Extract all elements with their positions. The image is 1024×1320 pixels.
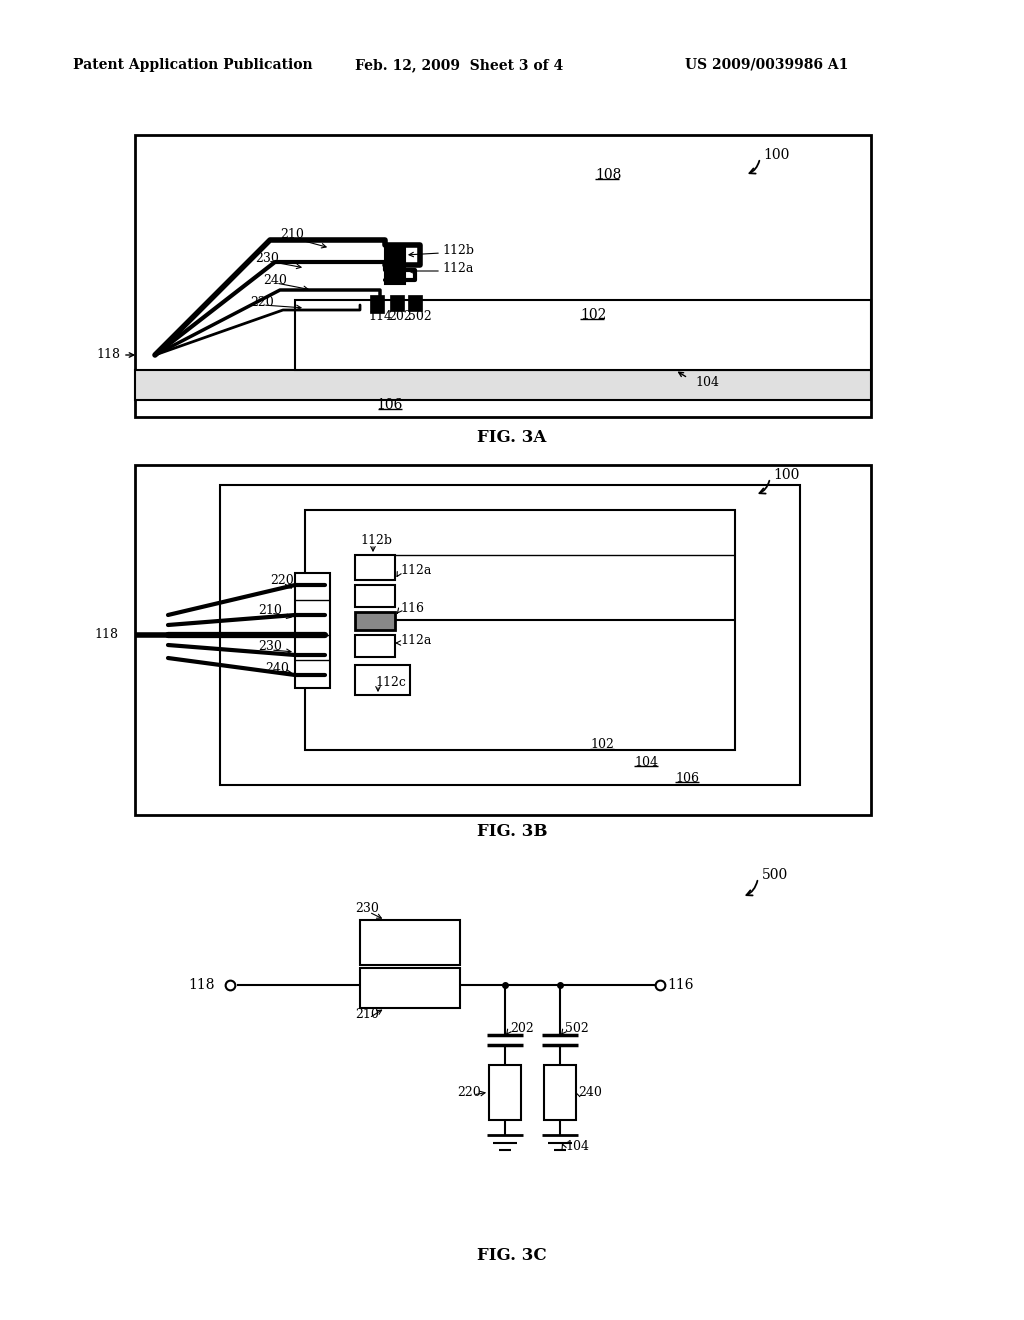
Text: 500: 500 [762, 869, 788, 882]
Bar [355, 665, 410, 696]
Bar [355, 635, 395, 657]
Bar [355, 612, 395, 630]
Bar [390, 294, 404, 312]
Text: 230: 230 [258, 640, 282, 653]
Text: FIG. 3A: FIG. 3A [477, 429, 547, 446]
Bar [408, 294, 422, 312]
Text: 220: 220 [250, 296, 273, 309]
Text: 108: 108 [595, 168, 622, 182]
Text: Patent Application Publication: Patent Application Publication [73, 58, 312, 73]
Text: 502: 502 [565, 1022, 589, 1035]
Text: 116: 116 [400, 602, 424, 615]
Text: 112b: 112b [442, 243, 474, 256]
Text: 114: 114 [368, 309, 392, 322]
Text: 112c: 112c [375, 676, 406, 689]
Bar [135, 135, 871, 417]
Text: US 2009/0039986 A1: US 2009/0039986 A1 [685, 58, 848, 73]
Text: 104: 104 [565, 1140, 589, 1154]
Bar [135, 465, 871, 814]
Text: 210: 210 [280, 228, 304, 242]
Text: 104: 104 [634, 755, 658, 768]
Text: 220: 220 [457, 1085, 480, 1098]
Text: 240: 240 [265, 661, 289, 675]
Bar [295, 300, 871, 370]
Text: 112b: 112b [360, 533, 392, 546]
Text: 118: 118 [94, 628, 118, 642]
Bar [355, 554, 395, 579]
Text: FIG. 3C: FIG. 3C [477, 1246, 547, 1263]
Bar [385, 246, 406, 265]
Text: 210: 210 [258, 603, 282, 616]
Bar [360, 920, 460, 965]
Bar [370, 294, 384, 313]
Bar [220, 484, 800, 785]
Text: 202: 202 [388, 309, 412, 322]
Text: 102: 102 [580, 308, 606, 322]
Text: 220: 220 [270, 573, 294, 586]
Bar [489, 1065, 521, 1119]
Bar [360, 968, 460, 1008]
Text: 106: 106 [675, 771, 699, 784]
Text: 502: 502 [408, 309, 432, 322]
Bar [385, 268, 406, 284]
Text: 106: 106 [377, 399, 403, 412]
Text: 118: 118 [96, 348, 120, 362]
Bar [544, 1065, 575, 1119]
Text: 100: 100 [763, 148, 790, 162]
Text: 118: 118 [188, 978, 215, 993]
Text: 104: 104 [695, 375, 719, 388]
Bar [305, 510, 735, 750]
Text: 240: 240 [578, 1085, 602, 1098]
Text: 230: 230 [355, 902, 379, 915]
Text: 102: 102 [590, 738, 613, 751]
Text: 202: 202 [510, 1022, 534, 1035]
Text: Feb. 12, 2009  Sheet 3 of 4: Feb. 12, 2009 Sheet 3 of 4 [355, 58, 563, 73]
Text: 112a: 112a [400, 564, 431, 577]
Text: 100: 100 [773, 469, 800, 482]
Text: 230: 230 [255, 252, 279, 264]
Text: 210: 210 [355, 1008, 379, 1022]
Text: 112a: 112a [400, 634, 431, 647]
Text: 240: 240 [263, 273, 287, 286]
Text: 112a: 112a [442, 261, 473, 275]
Text: 116: 116 [667, 978, 693, 993]
Bar [295, 573, 330, 688]
Text: FIG. 3B: FIG. 3B [477, 824, 547, 841]
Bar [355, 585, 395, 607]
Bar [135, 370, 871, 400]
